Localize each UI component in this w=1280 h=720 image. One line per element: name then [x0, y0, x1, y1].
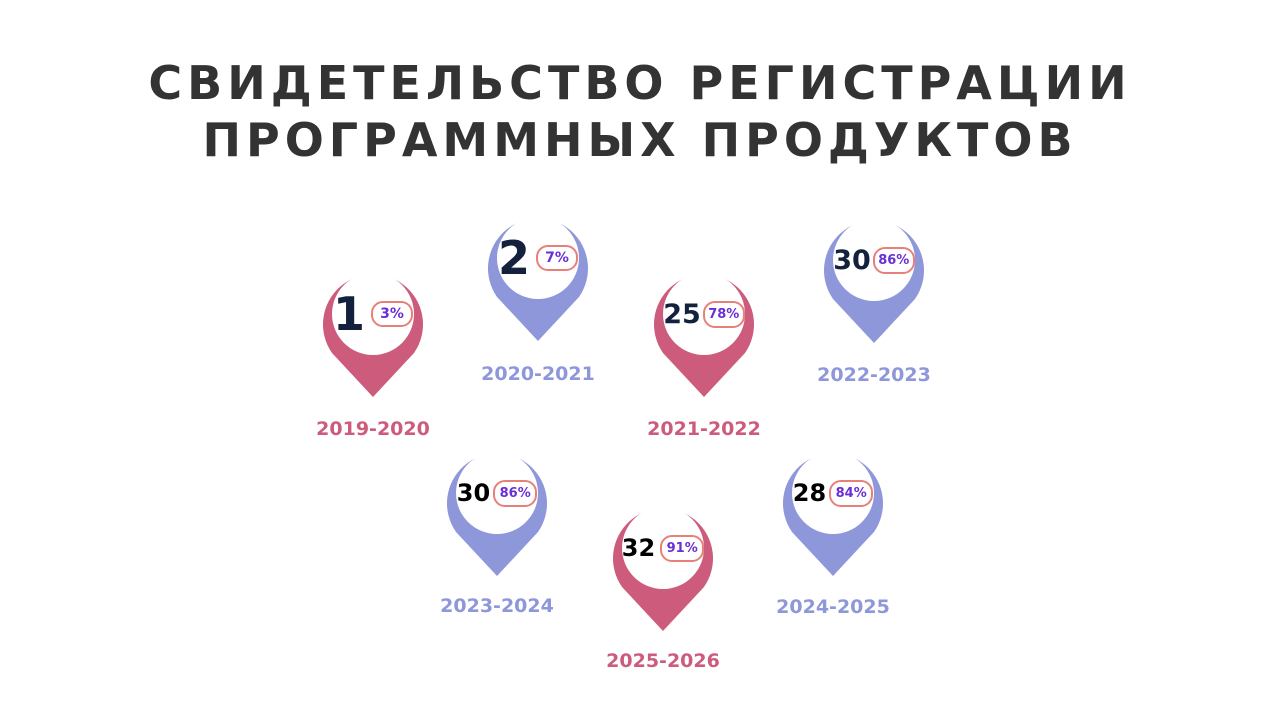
page-title-line-2: ПРОГРАММНЫХ ПРОДУКТОВ	[202, 113, 1078, 167]
map-pin-icon	[323, 273, 423, 397]
marker-year-label: 2019-2020	[316, 418, 430, 440]
marker-percent-badge: 91%	[660, 534, 705, 562]
map-pin-icon	[447, 452, 547, 576]
marker-2020-2021: 2 7%	[479, 200, 597, 342]
marker-count: 30	[456, 479, 491, 507]
marker-count: 25	[663, 298, 701, 330]
page-title-line-1: СВИДЕТЕЛЬСТВО РЕГИСТРАЦИИ	[148, 56, 1132, 110]
marker-2025-2026: 32 91%	[604, 490, 722, 632]
marker-percent-badge: 86%	[872, 246, 915, 274]
marker-percent-badge: 86%	[493, 479, 538, 507]
marker-percent-badge: 78%	[702, 300, 745, 328]
marker-count: 30	[833, 244, 871, 276]
marker-2019-2020: 1 3%	[314, 256, 432, 398]
marker-2023-2024: 30 86%	[438, 435, 556, 577]
marker-year-label: 2023-2024	[440, 595, 554, 617]
marker-count: 2	[497, 231, 530, 285]
marker-2022-2023: 30 86%	[815, 202, 933, 344]
marker-2024-2025: 28 84%	[774, 435, 892, 577]
map-pin-icon	[488, 217, 588, 341]
marker-year-label: 2024-2025	[776, 596, 890, 618]
marker-percent-badge: 7%	[536, 245, 578, 271]
marker-2021-2022: 25 78%	[645, 256, 763, 398]
marker-year-label: 2020-2021	[481, 363, 595, 385]
marker-count: 1	[332, 287, 365, 341]
marker-year-label: 2025-2026	[606, 650, 720, 672]
marker-count: 28	[792, 479, 827, 507]
marker-count: 32	[621, 534, 656, 562]
marker-year-label: 2022-2023	[817, 364, 931, 386]
marker-percent-badge: 84%	[829, 479, 874, 507]
map-pin-icon	[783, 452, 883, 576]
map-pin-icon	[613, 507, 713, 631]
marker-year-label: 2021-2022	[647, 418, 761, 440]
marker-percent-badge: 3%	[371, 301, 413, 327]
